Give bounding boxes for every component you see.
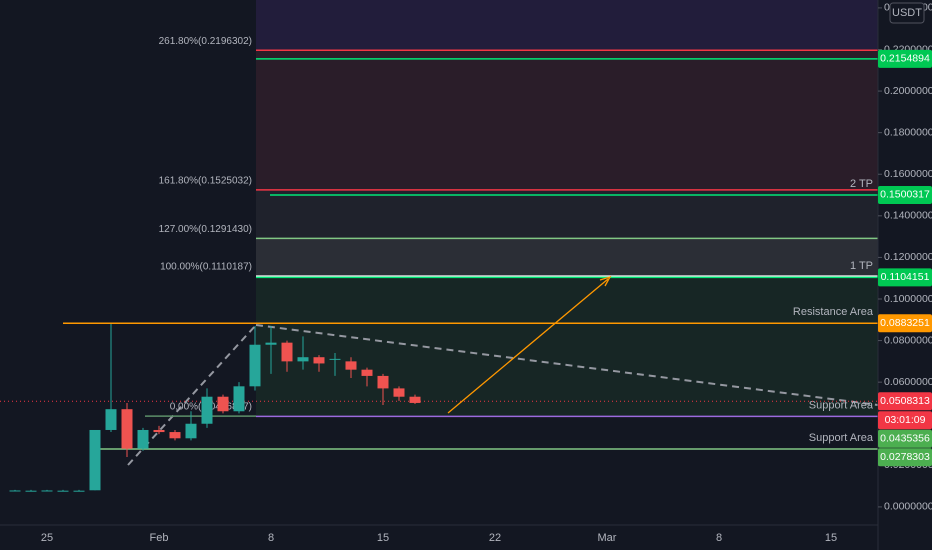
x-tick-label: 15 bbox=[377, 532, 389, 544]
price-tag bbox=[878, 268, 932, 287]
candle-body bbox=[329, 358, 341, 360]
fib-label: 100.00%(0.1110187) bbox=[160, 262, 252, 273]
trend-line bbox=[255, 324, 879, 406]
fib-zone bbox=[256, 238, 878, 277]
candle-body bbox=[281, 342, 293, 362]
fib-label: 161.80%(0.1525032) bbox=[159, 175, 252, 186]
y-tick-label: 0.1600000 bbox=[884, 168, 932, 180]
price-tag bbox=[878, 49, 932, 68]
price-tag bbox=[878, 392, 932, 411]
fib-zone bbox=[256, 0, 878, 51]
candle-body bbox=[169, 432, 181, 439]
y-tick-label: 0.0600000 bbox=[884, 376, 932, 388]
candle-body bbox=[409, 396, 421, 403]
candle-body bbox=[121, 409, 133, 449]
line-label: Support Area bbox=[809, 399, 874, 411]
x-tick-label: Feb bbox=[150, 532, 169, 544]
y-tick-label: 0.0800000 bbox=[884, 334, 932, 346]
trend-line bbox=[127, 324, 257, 466]
fib-zone bbox=[256, 50, 878, 190]
candle-body bbox=[153, 429, 165, 433]
timer-tag bbox=[878, 411, 932, 430]
y-tick-label: 0.1200000 bbox=[884, 251, 932, 263]
fib-label: 127.00%(0.1291430) bbox=[159, 224, 252, 235]
price-tag bbox=[878, 314, 932, 333]
candle-body bbox=[377, 375, 389, 389]
candle-body bbox=[57, 490, 69, 492]
price-tag-label: 0.0883251 bbox=[880, 317, 930, 329]
x-tick-label: Mar bbox=[598, 532, 617, 544]
timer-label: 03:01:09 bbox=[885, 414, 926, 426]
candle-body bbox=[393, 388, 405, 397]
y-tick-label: 0.1400000 bbox=[884, 210, 932, 222]
candle-body bbox=[201, 396, 213, 424]
line-label: 1 TP bbox=[850, 260, 873, 272]
projection-arrow bbox=[447, 278, 609, 414]
candle-body bbox=[233, 386, 245, 412]
line-label: 2 TP bbox=[850, 178, 873, 190]
candle-body bbox=[89, 429, 101, 491]
candle-body bbox=[41, 490, 53, 492]
candle-body bbox=[73, 490, 85, 492]
candle-body bbox=[265, 342, 277, 345]
candle-body bbox=[361, 369, 373, 376]
price-tag-label: 0.0508313 bbox=[880, 395, 930, 407]
price-tag bbox=[878, 429, 932, 448]
y-tick-label: 0.1000000 bbox=[884, 293, 932, 305]
y-tick-label: 0.2000000 bbox=[884, 85, 932, 97]
candle-body bbox=[25, 490, 37, 492]
candle-body bbox=[217, 396, 229, 412]
price-tag-label: 0.1500317 bbox=[880, 189, 930, 201]
candle-body bbox=[185, 423, 197, 439]
x-tick-label: 8 bbox=[716, 532, 722, 544]
y-tick-label: 0.1800000 bbox=[884, 126, 932, 138]
arrow-head bbox=[599, 275, 612, 287]
candle-body bbox=[297, 357, 309, 362]
candle-body bbox=[345, 361, 357, 370]
candle-body bbox=[313, 357, 325, 364]
price-tag-label: 0.0278303 bbox=[880, 451, 930, 463]
line-label: Support Area bbox=[809, 432, 874, 444]
x-tick-label: 15 bbox=[825, 532, 837, 544]
currency: USDT bbox=[892, 7, 922, 19]
candle-body bbox=[105, 409, 117, 430]
y-tick-label: 0.0000000 bbox=[884, 501, 932, 513]
line-label: Resistance Area bbox=[793, 306, 874, 318]
x-tick-label: 25 bbox=[41, 532, 53, 544]
fib-zone bbox=[256, 189, 878, 239]
fib-zone bbox=[256, 276, 878, 417]
currency-box[interactable] bbox=[889, 2, 925, 24]
price-tag-label: 0.0435356 bbox=[880, 433, 930, 445]
fib-label: 261.80%(0.2196302) bbox=[159, 36, 252, 47]
price-tag-label: 0.2154894 bbox=[880, 53, 930, 65]
x-tick-label: 22 bbox=[489, 532, 501, 544]
x-tick-label: 8 bbox=[268, 532, 274, 544]
candle-body bbox=[137, 429, 149, 449]
candle-body bbox=[9, 490, 21, 492]
price-tag-label: 0.1104151 bbox=[881, 271, 930, 283]
candle-body bbox=[249, 344, 261, 387]
price-tag bbox=[878, 185, 932, 204]
price-tag bbox=[878, 448, 932, 467]
